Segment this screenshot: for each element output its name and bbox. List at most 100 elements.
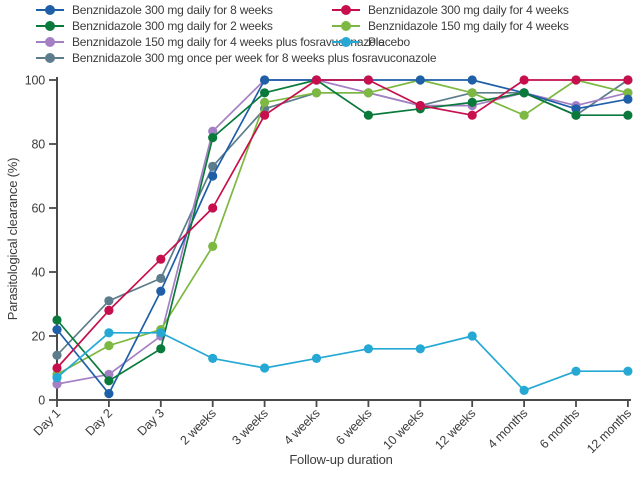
data-point-placebo — [519, 385, 529, 395]
x-tick-label: 2 weeks — [177, 406, 218, 447]
data-point-bz300d2w — [467, 97, 477, 107]
series-line-bz300d8w — [56, 79, 629, 395]
legend-marker-icon — [36, 53, 64, 63]
x-tick-label: 4 months — [485, 406, 530, 451]
legend-label: Benznidazole 300 mg daily for 8 weeks — [72, 3, 273, 17]
data-point-placebo — [260, 363, 270, 373]
data-point-bz300d8w — [415, 75, 425, 85]
data-point-bz300d4w — [311, 75, 322, 85]
data-point-bz150d4w_fos — [208, 126, 218, 136]
data-point-bz150d4w — [311, 88, 322, 98]
data-point-bz300d2w — [571, 110, 581, 120]
data-point-bz300d4w — [415, 101, 425, 111]
data-point-bz300d2w — [260, 88, 270, 98]
series-line-bz150d4w_fos — [56, 79, 629, 385]
x-tick-label: 12 weeks — [432, 406, 478, 452]
data-point-bz150d4w — [467, 88, 477, 98]
y-tick-label: 60 — [31, 202, 45, 216]
series-bz300d8w — [52, 75, 633, 399]
data-point-bz300d4w — [208, 203, 218, 213]
x-tick-label: 12 months — [584, 406, 634, 456]
data-point-bz300d2w — [104, 376, 114, 386]
data-point-placebo — [571, 366, 581, 376]
data-point-bz300d4w — [623, 75, 633, 85]
series-bz300w8w_fos — [52, 75, 633, 360]
legend-item-bz300w8w_fos: Benznidazole 300 mg once per week for 8 … — [36, 51, 437, 65]
data-point-bz150d4w — [104, 341, 114, 351]
data-point-bz300w8w_fos — [104, 296, 114, 306]
data-point-bz300d4w — [52, 363, 62, 373]
legend-marker-icon — [332, 5, 360, 15]
chart-legend: Benznidazole 300 mg daily for 8 weeks Ben… — [0, 0, 644, 70]
legend-item-bz300d4w: Benznidazole 300 mg daily for 4 weeks — [332, 3, 569, 17]
y-tick-label: 80 — [31, 138, 45, 152]
data-point-bz300d4w — [467, 110, 477, 120]
data-point-bz300w8w_fos — [156, 273, 166, 283]
data-point-bz300d8w — [52, 325, 62, 335]
series-bz300d2w — [52, 75, 633, 386]
data-point-placebo — [104, 328, 114, 338]
series-layer — [52, 75, 633, 399]
legend-marker-icon — [36, 5, 64, 15]
x-tick-label: 6 months — [537, 406, 582, 451]
data-point-bz300d2w — [52, 315, 62, 325]
x-axis-title: Follow-up duration — [289, 452, 392, 467]
series-line-placebo — [56, 331, 628, 392]
data-point-bz300d8w — [467, 75, 477, 85]
data-point-bz300d8w — [623, 94, 633, 104]
series-line-bz300w8w_fos — [56, 79, 629, 356]
data-point-placebo — [415, 344, 425, 354]
data-point-bz300d2w — [519, 88, 529, 98]
data-point-bz150d4w_fos — [52, 379, 62, 389]
series-line-bz300d2w — [56, 79, 628, 382]
legend-label: Benznidazole 300 mg daily for 2 weeks — [72, 19, 273, 33]
legend-label: Benznidazole 150 mg daily for 4 weeks pl… — [72, 35, 385, 49]
series-line-bz150d4w — [56, 79, 629, 376]
data-point-placebo — [208, 353, 218, 363]
data-point-placebo — [52, 373, 62, 383]
data-point-bz300d4w — [363, 75, 373, 85]
series-line-bz300d4w — [56, 79, 628, 369]
legend-label: Benznidazole 300 mg once per week for 8 … — [72, 51, 437, 65]
legend-item-bz300d8w: Benznidazole 300 mg daily for 8 weeks — [36, 3, 273, 17]
x-tick-label: 10 weeks — [380, 406, 426, 452]
series-bz150d4w_fos — [52, 75, 633, 389]
data-point-bz300d4w — [156, 254, 166, 264]
legend-marker-icon — [332, 21, 360, 31]
data-point-bz300d4w — [104, 305, 114, 315]
data-point-placebo — [467, 331, 477, 341]
data-point-bz300w8w_fos — [208, 161, 218, 171]
legend-marker-icon — [36, 37, 64, 47]
data-point-bz150d4w — [363, 88, 373, 98]
data-point-bz300d2w — [156, 344, 166, 354]
y-tick-label: 100 — [25, 74, 46, 88]
legend-item-bz300d2w: Benznidazole 300 mg daily for 2 weeks — [36, 19, 273, 33]
legend-item-bz150d4w_fos: Benznidazole 150 mg daily for 4 weeks pl… — [36, 35, 385, 49]
x-tick-label: Day 1 — [31, 406, 63, 438]
y-tick-label: 40 — [31, 266, 45, 280]
data-point-placebo — [311, 353, 322, 363]
x-tick-label: 4 weeks — [281, 406, 322, 447]
series-bz300d4w — [52, 75, 633, 373]
data-point-bz300d2w — [623, 110, 633, 120]
data-point-bz300d8w — [208, 171, 218, 181]
y-axis-title: Parasitological clearance (%) — [5, 158, 20, 321]
axis-line — [56, 77, 631, 401]
x-tick-label: Day 3 — [135, 406, 167, 438]
data-point-placebo — [363, 344, 373, 354]
x-tick-label: 6 weeks — [333, 406, 374, 447]
x-tick-label: Day 2 — [83, 406, 115, 438]
axes: 0 20 40 60 80 100 Day 1 Day 2 Day 3 2 weeks 3 week… — [25, 74, 634, 457]
data-point-bz300d8w — [571, 104, 581, 114]
legend-item-bz150d4w: Benznidazole 150 mg daily for 4 weeks — [332, 19, 569, 33]
data-point-placebo — [156, 328, 166, 338]
data-point-bz300d2w — [208, 133, 218, 143]
legend-item-placebo: Placebo — [332, 35, 410, 49]
y-tick-label: 0 — [38, 394, 45, 408]
data-point-bz300d8w — [104, 389, 114, 399]
data-point-placebo — [623, 366, 633, 376]
legend-label: Benznidazole 150 mg daily for 4 weeks — [368, 19, 569, 33]
data-point-bz150d4w — [519, 110, 529, 120]
